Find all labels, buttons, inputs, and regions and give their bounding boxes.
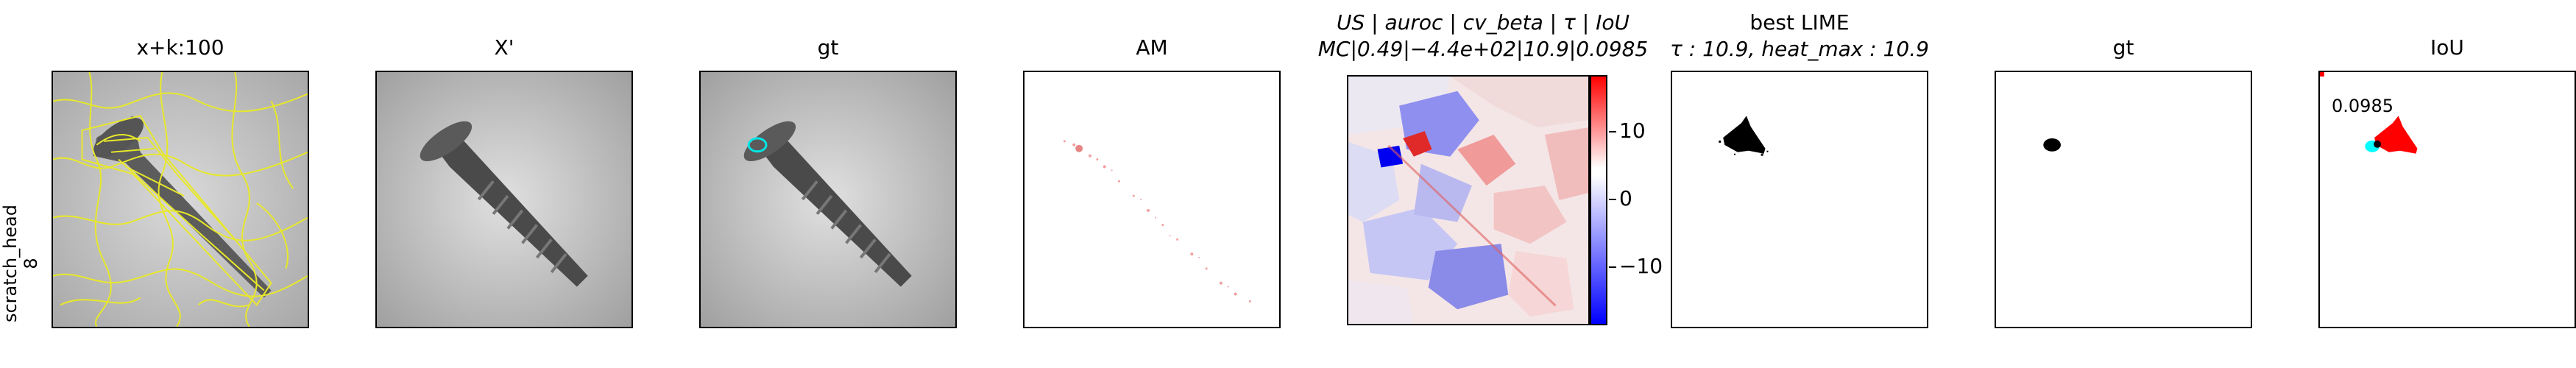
panel-image-8: 0.0985 [2318, 71, 2576, 328]
iou-overlap [2374, 140, 2382, 148]
screw-image [377, 72, 631, 327]
colorbar-label-0: 0 [1619, 186, 1632, 210]
panel-image-2 [375, 71, 633, 328]
lime-heatmap [1348, 77, 1588, 324]
panel-image-7 [1995, 71, 2252, 328]
best-lime-mask [1672, 72, 1927, 327]
panel-title-8: IoU [2430, 35, 2464, 60]
iou-value: 0.0985 [2332, 96, 2393, 116]
panel-image-4 [1023, 71, 1281, 328]
segmented-screw-image [53, 72, 308, 327]
panel-image-6 [1671, 71, 1928, 328]
panel-title-5a: US | auroc | cv_beta | τ | IoU [1337, 10, 1630, 35]
panel-image-5 [1347, 75, 1590, 325]
screw-shape [93, 116, 272, 298]
panel-title-4: AM [1136, 35, 1168, 60]
colorbar-label-neg10: −10 [1619, 254, 1663, 278]
superpixel-boundaries [53, 72, 308, 327]
iou-pred-blob [2374, 116, 2418, 154]
iou-overlay [2320, 72, 2575, 327]
panel-title-1: x+k:100 [136, 35, 224, 60]
lime-mask-blob [1723, 116, 1766, 154]
gt-mask [1996, 72, 2251, 327]
panel-title-6a: best LIME [1749, 10, 1850, 35]
colorbar-tick-neg10 [1609, 266, 1616, 268]
screw-gt-image [701, 72, 955, 327]
panel-title-5b: MC|0.49|−4.4e+02|10.9|0.0985 [1317, 37, 1649, 61]
colorbar-tick-10 [1609, 131, 1616, 132]
screw-shape [420, 121, 588, 287]
panel-title-6b: τ : 10.9, heat_max : 10.9 [1670, 37, 1929, 61]
panel-image-1 [52, 71, 309, 328]
row-label-name: scratch_head [0, 205, 21, 323]
panel-title-2: X' [494, 35, 514, 60]
colorbar-label-10: 10 [1619, 118, 1646, 143]
panel-title-3: gt [817, 35, 839, 60]
colorbar [1590, 75, 1607, 325]
panel-title-7: gt [2112, 35, 2134, 60]
panel-image-3 [699, 71, 957, 328]
colorbar-tick-0 [1609, 199, 1616, 200]
anomaly-map [1025, 72, 1279, 327]
gt-contour [747, 137, 768, 153]
gt-mask-blob [2043, 138, 2061, 152]
row-label: scratch_head 8 [0, 183, 41, 344]
anomaly-speckles [1063, 140, 1251, 302]
row-label-index: 8 [21, 258, 41, 269]
